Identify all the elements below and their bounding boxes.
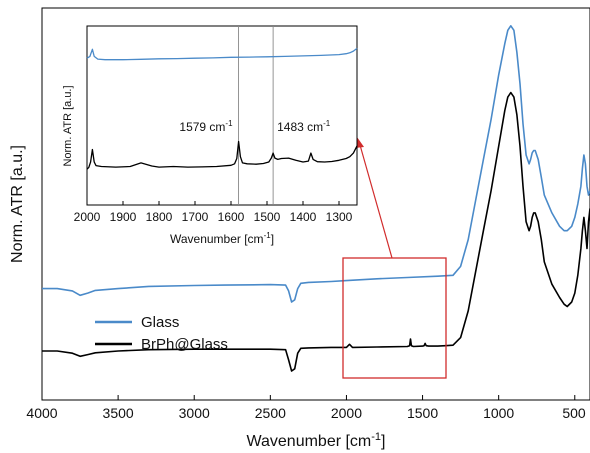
inset-x-tick-label: 1700 [182,210,209,224]
main-y-axis-label: Norm. ATR [a.u.] [9,145,26,263]
inset-x-tick-label: 1400 [290,210,317,224]
legend-label-glass: Glass [141,314,179,331]
inset-x-tick-label: 1300 [326,210,353,224]
inset-x-tick-label: 1800 [146,210,173,224]
inset-curves [86,47,358,170]
main-series-line-0 [42,25,590,303]
main-series-line-1 [42,91,590,372]
inset-series-line-1 [86,140,358,170]
inset-y-axis-label: Norm. ATR [a.u.] [62,85,74,166]
inset-x-tick-label: 1900 [110,210,137,224]
main-x-tick-label: 3500 [103,405,134,421]
main-x-tick-label: 1500 [407,405,438,421]
main-curves [42,25,590,372]
main-x-axis-ticks: 4000 3500 3000 2500 2000 1500 1000 500 [26,395,586,421]
main-x-tick-label: 2000 [331,405,362,421]
main-x-tick-label: 500 [562,405,586,421]
inset-plot-frame [86,25,358,206]
legend-label-brph: BrPh@Glass [141,336,228,353]
main-x-tick-label: 2500 [255,405,286,421]
main-x-tick-label: 1000 [483,405,514,421]
inset-annotations: 1579 cm-1 1483 cm-1 [179,119,330,134]
inset-guide-lines [238,26,274,205]
inset-series-line-0 [86,47,358,61]
main-plot-frame [41,7,590,401]
peak-annotation: 1579 cm-1 [179,119,233,134]
inset-x-tick-label: 1600 [218,210,245,224]
peak-annotation: 1483 cm-1 [277,119,331,134]
inset-x-axis-ticks: 2000 1900 1800 1700 1600 1500 1400 1300 [74,201,353,224]
main-x-tick-label: 4000 [26,405,57,421]
zoom-arrow-line [359,144,393,259]
main-x-tick-label: 3000 [179,405,210,421]
inset-x-tick-label: 2000 [74,210,101,224]
main-x-axis-label: Wavenumber [cm-1] [246,431,385,450]
highlight-box [342,257,447,379]
inset-x-axis-label: Wavenumber [cm-1] [170,231,274,246]
inset-x-tick-label: 1500 [254,210,281,224]
legend: Glass BrPh@Glass [95,314,228,353]
inset-plot-panel: 2000 1900 1800 1700 1600 1500 1400 1300 1579 cm… [62,25,358,246]
main-plot-panel: 4000 3500 3000 2500 2000 1500 1000 500 Glass Br… [9,7,590,450]
